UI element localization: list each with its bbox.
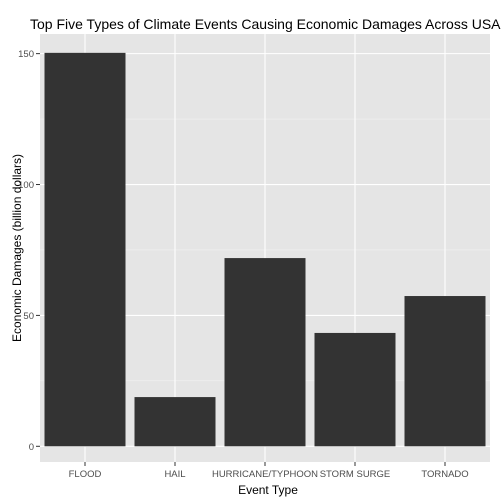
x-axis-ticks: FLOOD HAIL HURRICANE/TYPHOON STORM SURGE TOR… xyxy=(69,462,469,480)
bar-tornado xyxy=(404,296,486,447)
bar-flood xyxy=(44,52,126,447)
x-tick-label: HURRICANE/TYPHOON xyxy=(212,469,318,480)
y-tick-label: 100 xyxy=(18,180,34,191)
x-tick-label: FLOOD xyxy=(69,469,102,480)
y-tick-label: 0 xyxy=(29,442,34,453)
chart-title: Top Five Types of Climate Events Causing… xyxy=(30,16,501,32)
bar-hail xyxy=(134,397,216,447)
bars xyxy=(44,52,486,447)
y-axis-title: Economic Damages (billion dollars) xyxy=(10,154,24,342)
x-axis-title: Event Type xyxy=(238,483,298,497)
x-tick-label: TORNADO xyxy=(421,469,468,480)
x-tick-label: STORM SURGE xyxy=(320,469,391,480)
bar-hurricane-typhoon xyxy=(224,258,306,447)
y-tick-label: 50 xyxy=(23,311,34,322)
y-axis-ticks: 0 50 100 150 xyxy=(18,49,40,453)
bar-storm-surge xyxy=(314,332,396,447)
y-tick-label: 150 xyxy=(18,49,34,60)
x-tick-label: HAIL xyxy=(164,469,185,480)
